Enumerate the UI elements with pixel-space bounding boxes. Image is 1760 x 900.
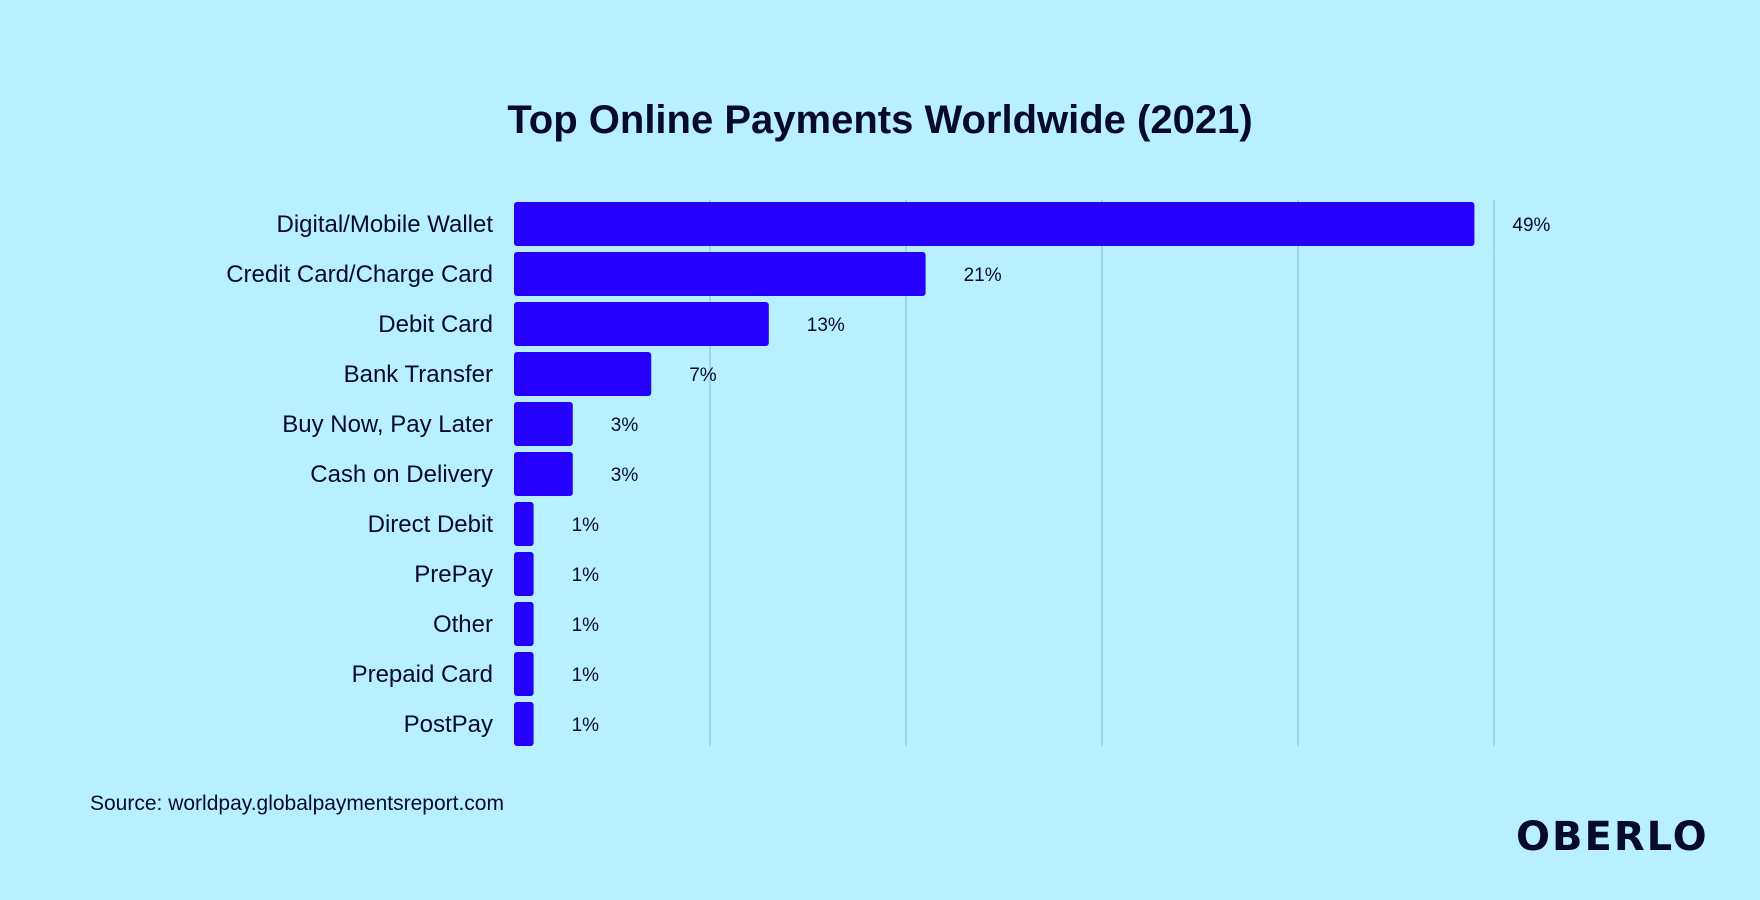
data-label: 21% [964,265,1002,286]
data-label: 1% [572,565,600,586]
bar [514,652,534,696]
category-label: Prepaid Card [352,661,493,688]
oberlo-logo: OBERLO [1516,814,1709,860]
category-label: Digital/Mobile Wallet [276,211,493,238]
bar [514,302,769,346]
data-label: 3% [611,465,639,486]
category-label: Credit Card/Charge Card [226,261,493,288]
data-label: 3% [611,415,639,436]
data-label: 13% [807,315,845,336]
data-label: 1% [572,665,600,686]
category-label: PostPay [404,711,493,738]
category-label: Bank Transfer [344,361,493,388]
data-label: 1% [572,615,600,636]
bar [514,502,534,546]
category-label: Direct Debit [368,511,494,538]
bar [514,602,534,646]
bar [514,402,573,446]
bar [514,352,652,396]
category-label: PrePay [414,561,493,588]
source-note: Source: worldpay.globalpaymentsreport.co… [90,792,504,815]
bar [514,452,573,496]
category-label: Debit Card [378,311,493,338]
category-label: Other [433,611,493,638]
data-label: 7% [689,365,717,386]
bar [514,702,534,746]
data-label: 49% [1512,215,1550,236]
category-label: Cash on Delivery [310,461,493,488]
data-label: 1% [572,715,600,736]
bar [514,552,534,596]
chart-title: Top Online Payments Worldwide (2021) [507,98,1253,142]
bar [514,202,1475,246]
bar [514,252,926,296]
category-label: Buy Now, Pay Later [282,411,493,438]
data-label: 1% [572,515,600,536]
